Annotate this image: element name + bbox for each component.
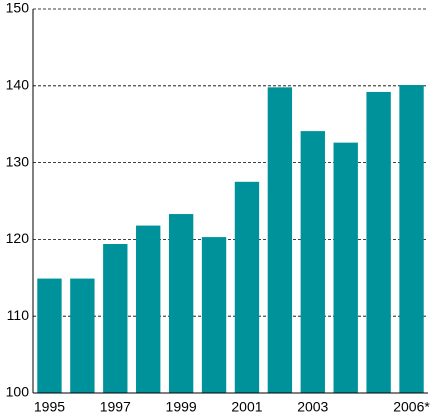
- bar: [300, 131, 325, 393]
- x-tick-label: 2001: [231, 399, 262, 415]
- y-tick-label: 150: [6, 0, 30, 16]
- y-tick-label: 110: [7, 307, 30, 323]
- bar: [37, 278, 62, 393]
- x-tick-label: 2003: [297, 399, 328, 415]
- bar: [234, 181, 260, 393]
- x-tick-label: 1997: [100, 399, 131, 415]
- y-tick-label: 120: [6, 230, 30, 246]
- x-tick-label: 1995: [34, 399, 65, 415]
- bar: [70, 278, 95, 393]
- bar: [267, 87, 293, 393]
- bar: [168, 214, 194, 393]
- bar: [103, 244, 128, 393]
- bar: [333, 142, 358, 393]
- bar: [366, 91, 391, 393]
- y-tick-label: 130: [6, 153, 30, 169]
- bar: [136, 225, 161, 393]
- y-tick-label: 100: [6, 384, 30, 400]
- x-tick-label: 2006*: [393, 399, 430, 415]
- y-tick-label: 140: [6, 77, 30, 93]
- x-tick-label: 1999: [166, 399, 197, 415]
- bar: [201, 237, 227, 393]
- bar: [399, 85, 424, 394]
